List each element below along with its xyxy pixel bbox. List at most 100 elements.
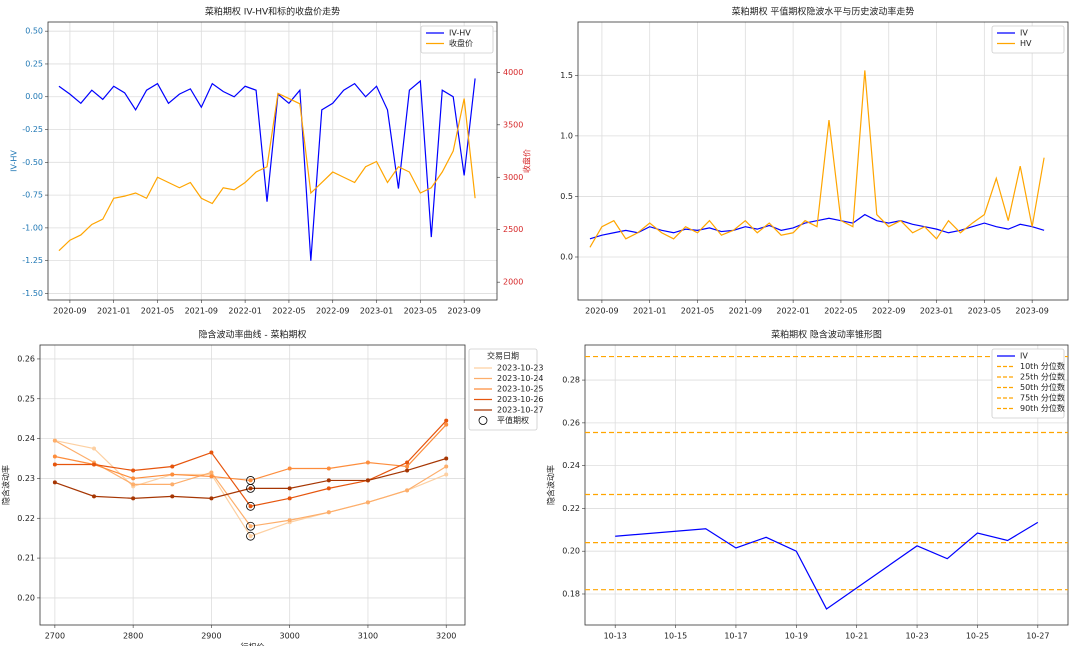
y-tick-label: 1.0 <box>560 131 573 140</box>
point-marker <box>52 480 57 485</box>
point-marker <box>287 486 292 491</box>
point-marker <box>248 534 253 539</box>
point-marker <box>326 478 331 483</box>
x-tick-label: 2021-09 <box>185 307 218 316</box>
x-tick-label: 2023-01 <box>920 307 953 316</box>
point-marker <box>248 478 253 483</box>
x-tick-label: 2023-01 <box>360 307 393 316</box>
y-axis-label: IV-HV <box>10 150 19 172</box>
chart-title: 菜粕期权 IV-HV和标的收盘价走势 <box>205 6 340 18</box>
point-marker <box>405 488 410 493</box>
x-tick-label: 2800 <box>123 632 143 641</box>
x-tick-label: 3000 <box>279 632 299 641</box>
y-tick-label: -0.50 <box>22 158 43 167</box>
x-tick-label: 2023-05 <box>404 307 437 316</box>
y-tick-label: 0.25 <box>25 59 43 68</box>
y-tick-label: -1.00 <box>22 223 43 232</box>
point-marker <box>248 486 253 491</box>
point-marker <box>326 486 331 491</box>
y-tick-label: 0.24 <box>17 434 35 443</box>
y-tick-label: 0.22 <box>17 514 35 523</box>
y2-tick-label: 3000 <box>503 173 523 182</box>
legend-label: IV <box>1020 352 1028 361</box>
point-marker <box>326 510 331 515</box>
x-tick-label: 2021-01 <box>97 307 130 316</box>
y2-tick-label: 4000 <box>503 68 523 77</box>
x-tick-label: 2022-01 <box>776 307 809 316</box>
y2-tick-label: 3500 <box>503 120 523 129</box>
point-marker <box>444 456 449 461</box>
legend-label: 75th 分位数 <box>1020 393 1065 403</box>
point-marker <box>287 496 292 501</box>
point-marker <box>365 460 370 465</box>
x-tick-label: 2700 <box>45 632 65 641</box>
plot-frame <box>47 21 498 301</box>
plot-frame <box>584 344 1069 626</box>
point-marker <box>405 464 410 469</box>
atm-marker <box>246 521 255 531</box>
legend-label: 2023-10-25 <box>497 385 544 394</box>
point-marker <box>209 450 214 455</box>
y2-tick-label: 2000 <box>503 278 523 287</box>
legend-label: 10th 分位数 <box>1020 361 1065 371</box>
y-tick-label: 0.18 <box>562 589 580 598</box>
point-marker <box>405 460 410 465</box>
legend-label: 2023-10-27 <box>497 406 544 415</box>
plot-frame <box>577 21 1069 301</box>
point-marker <box>444 464 449 469</box>
point-marker <box>52 438 57 443</box>
series-line <box>615 521 1039 610</box>
point-marker <box>92 494 97 499</box>
y-tick-label: 0.00 <box>25 92 43 101</box>
point-marker <box>131 496 136 501</box>
legend-label: 平值期权 <box>497 415 529 425</box>
point-marker <box>209 496 214 501</box>
series-line <box>589 213 1045 240</box>
y-tick-label: 0.5 <box>560 192 573 201</box>
x-tick-label: 3200 <box>436 632 456 641</box>
chart-panel: 菜粕期权 IV-HV和标的收盘价走势 -1.50 -1.25 -1.00 -0.75 -0… <box>10 6 532 316</box>
y-tick-label: -1.25 <box>22 256 43 265</box>
atm-marker <box>246 531 255 541</box>
point-marker <box>365 478 370 483</box>
x-axis-label: 行权价 <box>241 642 265 646</box>
legend-label: 90th 分位数 <box>1020 403 1065 413</box>
point-marker <box>170 464 175 469</box>
point-marker <box>170 482 175 487</box>
series-line <box>54 440 447 527</box>
x-tick-label: 2022-09 <box>316 307 349 316</box>
point-marker <box>131 482 136 487</box>
point-marker <box>365 500 370 505</box>
point-marker <box>131 468 136 473</box>
plot-frame <box>39 344 466 626</box>
chart-title: 菜粕期权 平值期权隐波水平与历史波动率走势 <box>732 6 915 18</box>
y-tick-label: 0.24 <box>562 461 580 470</box>
point-marker <box>248 504 253 509</box>
series-line <box>589 70 1045 248</box>
x-tick-label: 10-23 <box>905 632 928 641</box>
point-marker <box>92 446 97 451</box>
y-tick-label: 0.26 <box>562 418 580 427</box>
point-marker <box>287 466 292 471</box>
atm-marker <box>246 501 255 511</box>
chart-title: 菜粕期权 隐含波动率锥形图 <box>771 329 882 341</box>
y-tick-label: -0.75 <box>22 191 43 200</box>
x-tick-label: 2020-09 <box>53 307 86 316</box>
series-line <box>58 78 476 261</box>
point-marker <box>52 454 57 459</box>
point-marker <box>287 518 292 523</box>
x-tick-label: 2023-09 <box>1015 307 1048 316</box>
y-tick-label: -1.50 <box>22 289 43 298</box>
legend-label: 收盘价 <box>449 38 473 48</box>
y-tick-label: 0.50 <box>25 27 43 36</box>
x-tick-label: 10-15 <box>664 632 687 641</box>
x-tick-label: 2021-09 <box>729 307 762 316</box>
legend-label: 2023-10-24 <box>497 374 544 383</box>
y-tick-label: 1.5 <box>560 71 573 80</box>
legend-label: 2023-10-23 <box>497 364 544 373</box>
x-tick-label: 2022-05 <box>824 307 857 316</box>
point-marker <box>52 462 57 467</box>
y-tick-label: 0.20 <box>562 547 580 556</box>
